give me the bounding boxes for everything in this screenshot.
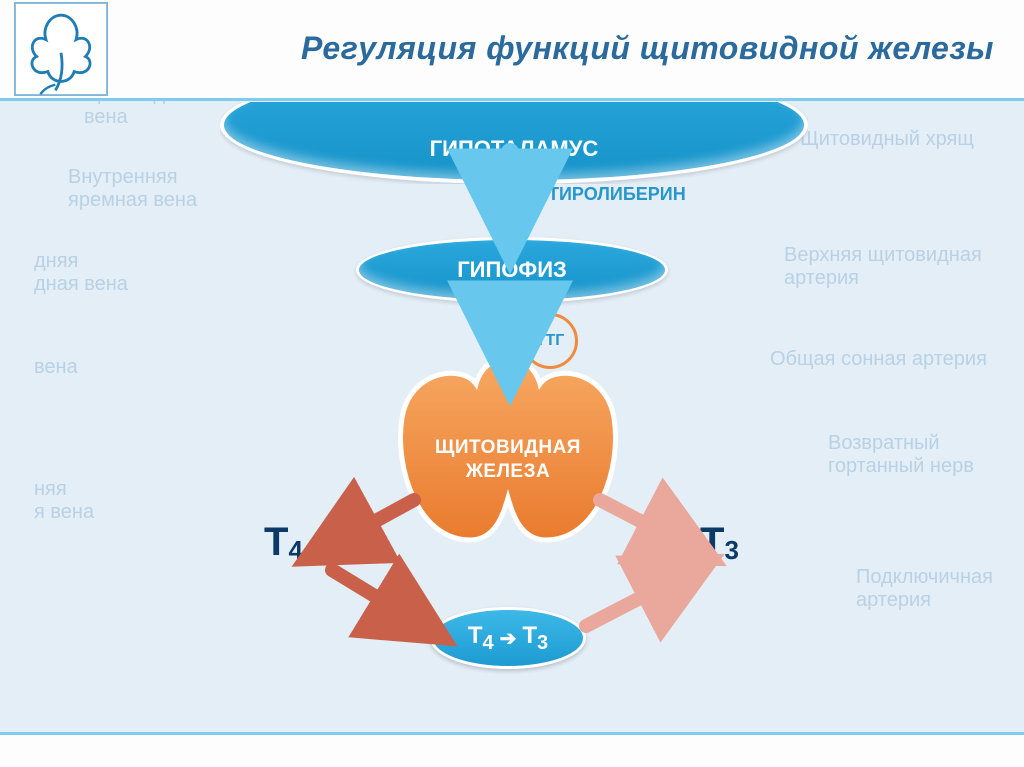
node-pituitary-label: ГИПОФИЗ <box>457 257 567 283</box>
node-conversion: T4 ➔ T3 <box>430 607 586 669</box>
hormone-t3: T3 <box>700 520 739 565</box>
page-title: Регуляция функций щитовидной железы <box>301 30 994 67</box>
hormone-t4: T4 <box>264 520 303 565</box>
bg-anatomy-label: Верхняя щитовиднаяартерия <box>784 244 982 290</box>
bg-anatomy-label: Возвратныйгортанный нерв <box>828 432 974 478</box>
node-hypothalamus-label: ГИПОТАЛАМУС <box>430 136 599 162</box>
bg-anatomy-label: вена <box>34 356 78 379</box>
thyroid-label-line2: ЖЕЛЕЗА <box>466 461 550 482</box>
bg-anatomy-label: дняядная вена <box>34 250 128 296</box>
footer-bar <box>0 732 1024 767</box>
bg-anatomy-label: Внутренняяяремная вена <box>68 166 197 212</box>
bg-anatomy-label: Подключичнаяартерия <box>856 566 993 612</box>
diagram-page: ВерхняящитовиднаявенаВнутренняяяремная в… <box>0 0 1024 767</box>
arrow-right-icon: ➔ <box>500 626 517 651</box>
label-ttg-text: ТТГ <box>536 332 565 350</box>
label-ttg: ТТГ <box>522 313 578 369</box>
conversion-t3: T3 <box>522 622 548 655</box>
bg-anatomy-label: няяя вена <box>34 478 94 524</box>
conversion-t4: T4 <box>468 622 494 655</box>
bg-anatomy-label: Щитовидный хрящ <box>800 128 974 151</box>
thyroid-label-line1: ЩИТОВИДНАЯ <box>435 437 581 458</box>
logo-icon <box>14 2 108 96</box>
bg-anatomy-label: Общая сонная артерия <box>770 348 987 371</box>
node-thyroid-label: ЩИТОВИДНАЯ ЖЕЛЕЗА <box>392 436 624 484</box>
label-tiroliberin: ТИРОЛИБЕРИН <box>548 184 686 205</box>
node-pituitary: ГИПОФИЗ <box>356 237 668 303</box>
